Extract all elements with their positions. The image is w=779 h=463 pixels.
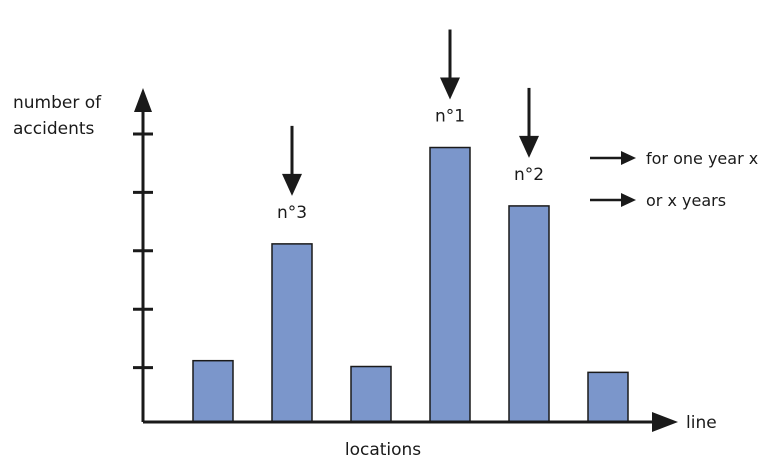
y-axis-label-line1: number of (13, 93, 102, 113)
rank-label-1: n°1 (435, 107, 465, 127)
y-axis-arrowhead (134, 88, 152, 112)
y-axis-label-line2: accidents (13, 119, 95, 139)
bar-1 (192, 359, 234, 423)
x-axis-arrowhead (652, 412, 678, 432)
bar-3 (350, 365, 392, 423)
annotation-label-1: for one year x (646, 149, 758, 168)
rank-label-3: n°3 (277, 203, 307, 223)
x-axis-end-label: line (686, 413, 717, 433)
x-axis-label: locations (345, 440, 421, 460)
rank-label-2: n°2 (514, 165, 544, 185)
annotation-arrow-head-2 (621, 193, 636, 207)
bar-4 (429, 146, 471, 423)
annotation-label-2: or x years (646, 191, 726, 210)
annotation-arrow-head-1 (621, 151, 636, 165)
rank-arrow-head-2 (519, 135, 539, 158)
rank-arrow-head-3 (282, 173, 302, 196)
bar-5 (508, 205, 550, 423)
bar-6 (587, 371, 629, 423)
bar-2 (271, 243, 313, 423)
rank-arrow-head-1 (440, 77, 460, 100)
